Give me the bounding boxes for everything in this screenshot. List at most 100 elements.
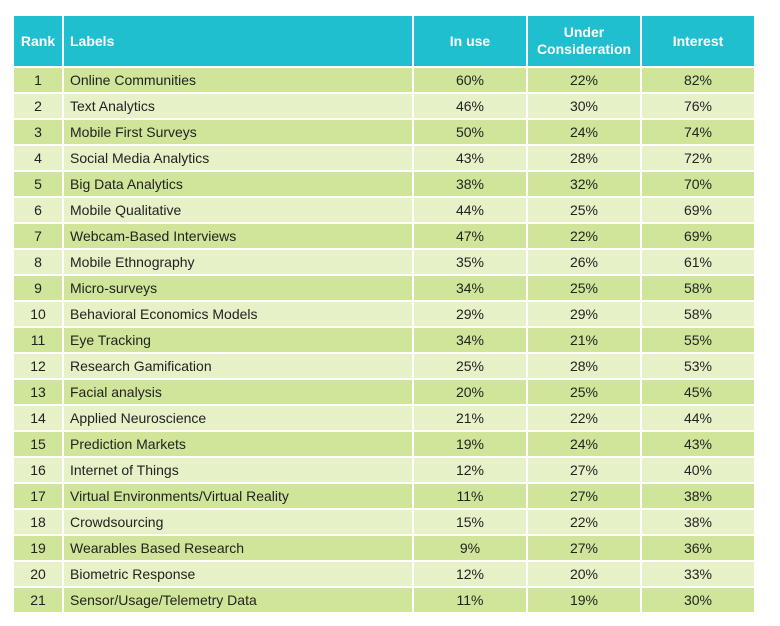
header-under-consideration: Under Consideration bbox=[528, 16, 640, 66]
in-use-cell: 35% bbox=[414, 250, 526, 274]
interest-cell: 43% bbox=[642, 432, 754, 456]
rank-cell: 14 bbox=[14, 406, 62, 430]
under-consideration-cell: 22% bbox=[528, 406, 640, 430]
header-rank: Rank bbox=[14, 16, 62, 66]
interest-cell: 61% bbox=[642, 250, 754, 274]
rank-cell: 15 bbox=[14, 432, 62, 456]
rank-cell: 1 bbox=[14, 68, 62, 92]
interest-cell: 58% bbox=[642, 276, 754, 300]
label-cell: Prediction Markets bbox=[64, 432, 412, 456]
interest-cell: 53% bbox=[642, 354, 754, 378]
table-row: 18 Crowdsourcing 15% 22% 38% bbox=[14, 510, 754, 534]
in-use-cell: 38% bbox=[414, 172, 526, 196]
label-cell: Big Data Analytics bbox=[64, 172, 412, 196]
label-cell: Crowdsourcing bbox=[64, 510, 412, 534]
interest-cell: 55% bbox=[642, 328, 754, 352]
rank-cell: 3 bbox=[14, 120, 62, 144]
under-consideration-cell: 27% bbox=[528, 458, 640, 482]
rank-cell: 11 bbox=[14, 328, 62, 352]
header-labels: Labels bbox=[64, 16, 412, 66]
interest-cell: 76% bbox=[642, 94, 754, 118]
in-use-cell: 11% bbox=[414, 484, 526, 508]
in-use-cell: 21% bbox=[414, 406, 526, 430]
in-use-cell: 44% bbox=[414, 198, 526, 222]
interest-cell: 58% bbox=[642, 302, 754, 326]
rank-cell: 6 bbox=[14, 198, 62, 222]
table-body: 1 Online Communities 60% 22% 82% 2 Text Analyt… bbox=[14, 68, 754, 612]
in-use-cell: 46% bbox=[414, 94, 526, 118]
under-consideration-cell: 21% bbox=[528, 328, 640, 352]
interest-cell: 44% bbox=[642, 406, 754, 430]
table-row: 16 Internet of Things 12% 27% 40% bbox=[14, 458, 754, 482]
under-consideration-cell: 22% bbox=[528, 510, 640, 534]
label-cell: Mobile Qualitative bbox=[64, 198, 412, 222]
table-row: 20 Biometric Response 12% 20% 33% bbox=[14, 562, 754, 586]
interest-cell: 74% bbox=[642, 120, 754, 144]
in-use-cell: 15% bbox=[414, 510, 526, 534]
label-cell: Text Analytics bbox=[64, 94, 412, 118]
under-consideration-cell: 24% bbox=[528, 432, 640, 456]
interest-cell: 69% bbox=[642, 224, 754, 248]
interest-cell: 72% bbox=[642, 146, 754, 170]
rank-cell: 4 bbox=[14, 146, 62, 170]
rank-cell: 13 bbox=[14, 380, 62, 404]
header-in-use: In use bbox=[414, 16, 526, 66]
under-consideration-cell: 25% bbox=[528, 198, 640, 222]
rank-cell: 12 bbox=[14, 354, 62, 378]
table-row: 21 Sensor/Usage/Telemetry Data 11% 19% 30% bbox=[14, 588, 754, 612]
table-row: 15 Prediction Markets 19% 24% 43% bbox=[14, 432, 754, 456]
under-consideration-cell: 26% bbox=[528, 250, 640, 274]
table-row: 12 Research Gamification 25% 28% 53% bbox=[14, 354, 754, 378]
interest-cell: 36% bbox=[642, 536, 754, 560]
label-cell: Sensor/Usage/Telemetry Data bbox=[64, 588, 412, 612]
table-row: 17 Virtual Environments/Virtual Reality 11… bbox=[14, 484, 754, 508]
in-use-cell: 47% bbox=[414, 224, 526, 248]
under-consideration-cell: 32% bbox=[528, 172, 640, 196]
rank-cell: 17 bbox=[14, 484, 62, 508]
label-cell: Wearables Based Research bbox=[64, 536, 412, 560]
table-row: 3 Mobile First Surveys 50% 24% 74% bbox=[14, 120, 754, 144]
rank-cell: 8 bbox=[14, 250, 62, 274]
table-row: 5 Big Data Analytics 38% 32% 70% bbox=[14, 172, 754, 196]
in-use-cell: 20% bbox=[414, 380, 526, 404]
in-use-cell: 34% bbox=[414, 276, 526, 300]
in-use-cell: 34% bbox=[414, 328, 526, 352]
header-row: Rank Labels In use Under Consideration In… bbox=[14, 16, 754, 66]
interest-cell: 69% bbox=[642, 198, 754, 222]
in-use-cell: 29% bbox=[414, 302, 526, 326]
rank-cell: 21 bbox=[14, 588, 62, 612]
in-use-cell: 9% bbox=[414, 536, 526, 560]
rank-cell: 19 bbox=[14, 536, 62, 560]
rank-cell: 18 bbox=[14, 510, 62, 534]
under-consideration-cell: 20% bbox=[528, 562, 640, 586]
label-cell: Internet of Things bbox=[64, 458, 412, 482]
rank-cell: 20 bbox=[14, 562, 62, 586]
under-consideration-cell: 27% bbox=[528, 484, 640, 508]
in-use-cell: 12% bbox=[414, 562, 526, 586]
in-use-cell: 50% bbox=[414, 120, 526, 144]
table-row: 7 Webcam-Based Interviews 47% 22% 69% bbox=[14, 224, 754, 248]
under-consideration-cell: 22% bbox=[528, 68, 640, 92]
label-cell: Biometric Response bbox=[64, 562, 412, 586]
in-use-cell: 25% bbox=[414, 354, 526, 378]
interest-cell: 38% bbox=[642, 510, 754, 534]
label-cell: Applied Neuroscience bbox=[64, 406, 412, 430]
under-consideration-cell: 27% bbox=[528, 536, 640, 560]
under-consideration-cell: 24% bbox=[528, 120, 640, 144]
under-consideration-cell: 29% bbox=[528, 302, 640, 326]
label-cell: Mobile Ethnography bbox=[64, 250, 412, 274]
label-cell: Online Communities bbox=[64, 68, 412, 92]
table-row: 11 Eye Tracking 34% 21% 55% bbox=[14, 328, 754, 352]
in-use-cell: 43% bbox=[414, 146, 526, 170]
under-consideration-cell: 22% bbox=[528, 224, 640, 248]
interest-cell: 70% bbox=[642, 172, 754, 196]
label-cell: Webcam-Based Interviews bbox=[64, 224, 412, 248]
label-cell: Behavioral Economics Models bbox=[64, 302, 412, 326]
data-table: Rank Labels In use Under Consideration In… bbox=[12, 14, 756, 614]
label-cell: Facial analysis bbox=[64, 380, 412, 404]
table-row: 13 Facial analysis 20% 25% 45% bbox=[14, 380, 754, 404]
label-cell: Micro-surveys bbox=[64, 276, 412, 300]
in-use-cell: 19% bbox=[414, 432, 526, 456]
header-interest: Interest bbox=[642, 16, 754, 66]
under-consideration-cell: 30% bbox=[528, 94, 640, 118]
